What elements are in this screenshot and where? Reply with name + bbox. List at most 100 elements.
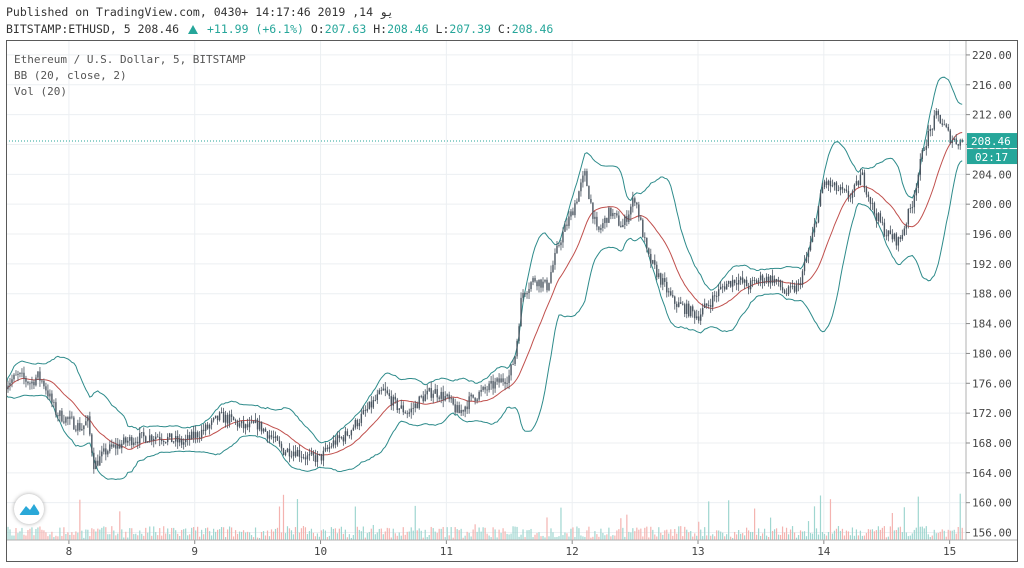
candle-body <box>81 429 83 431</box>
volume-bar <box>809 533 812 540</box>
volume-bar <box>588 526 590 540</box>
volume-bar <box>390 537 392 540</box>
candle-body <box>129 437 131 441</box>
y-tick-label: 216.00 <box>972 79 1012 92</box>
x-axis[interactable]: 8 9 10 11 12 13 14 15 <box>6 539 1018 558</box>
candle-body <box>326 447 329 450</box>
volume-bar <box>678 526 680 540</box>
volume-bar <box>931 535 933 540</box>
candle-body <box>23 372 25 379</box>
volume-bar <box>304 527 307 540</box>
volume-bar <box>175 530 177 540</box>
candle-body <box>763 281 766 284</box>
volume-bar <box>242 530 245 540</box>
tradingview-logo-icon[interactable] <box>14 494 44 524</box>
volume-bar <box>392 528 394 540</box>
candle-body <box>873 202 876 214</box>
low-value: 207.39 <box>449 22 491 36</box>
volume-bar <box>530 528 532 540</box>
price-chart[interactable]: 156.00 160.00 164.00 168.00 172.00 176.00 180.… <box>6 40 1018 562</box>
volume-bar <box>891 512 893 540</box>
volume-bar <box>935 533 937 540</box>
volume-bar <box>300 528 303 540</box>
open-label: O: <box>310 22 325 36</box>
candle-body <box>959 139 961 146</box>
volume-bar <box>203 534 205 540</box>
candle-body <box>889 230 892 235</box>
candle-body <box>592 202 594 219</box>
candle-body <box>610 207 612 217</box>
volume-bar <box>865 532 868 540</box>
candle-body <box>180 438 183 445</box>
candle-body <box>652 260 654 264</box>
y-axis[interactable]: 156.00 160.00 164.00 168.00 172.00 176.00 180.… <box>965 40 1012 540</box>
candle-body <box>943 124 945 126</box>
candle-body <box>584 171 586 176</box>
candle-body <box>141 432 143 434</box>
legend-bollinger[interactable]: BB (20, close, 2) <box>14 69 127 82</box>
volume-bar <box>841 528 844 540</box>
volume-bar <box>568 536 570 540</box>
candle-body <box>494 381 496 389</box>
candle-body <box>604 217 606 224</box>
volume-bar <box>907 536 909 540</box>
volume-bar <box>817 534 820 540</box>
candle-body <box>618 215 620 226</box>
candle-body <box>819 193 822 206</box>
volume-bar <box>13 535 15 540</box>
candle-body <box>85 421 87 426</box>
volume-bar <box>540 536 542 540</box>
candle-body <box>961 139 963 142</box>
volume-bar <box>121 529 123 540</box>
candle-body <box>849 197 852 199</box>
y-tick-label: 212.00 <box>972 109 1012 122</box>
candle-body <box>280 443 283 449</box>
volume-bar <box>139 530 141 540</box>
volume-bar <box>448 535 450 540</box>
candle-body <box>745 279 748 287</box>
volume-bar <box>680 526 682 540</box>
volume-bar <box>472 529 474 540</box>
candle-body <box>917 174 920 188</box>
candle-body <box>704 303 706 309</box>
candle-body <box>861 172 864 175</box>
candle-body <box>87 416 89 422</box>
volume-bar <box>151 535 153 540</box>
volume-bar <box>502 528 504 540</box>
candle-body <box>893 233 896 240</box>
volume-bar <box>536 533 538 540</box>
y-tick-label: 160.00 <box>972 497 1012 510</box>
legend-volume[interactable]: Vol (20) <box>14 85 67 98</box>
volume-bar <box>99 529 101 540</box>
volume-bar <box>342 533 344 540</box>
candle-body <box>656 264 658 278</box>
volume-bar <box>382 534 384 540</box>
volume-bar <box>207 527 209 540</box>
volume-bar <box>566 533 568 540</box>
volume-bar <box>805 536 808 540</box>
candle-body <box>69 416 71 419</box>
candle-body <box>903 228 906 235</box>
candle-body <box>105 448 107 455</box>
volume-bar <box>624 536 626 540</box>
volume-bar <box>628 531 630 540</box>
volume-bar <box>644 527 646 540</box>
volume-bar <box>426 537 428 540</box>
volume-bar <box>803 531 806 540</box>
candle-body <box>877 213 880 222</box>
candle-body <box>761 275 764 284</box>
candle-body <box>192 431 195 439</box>
candle-body <box>899 237 902 239</box>
y-tick-label: 184.00 <box>972 318 1012 331</box>
volume-bar <box>252 537 255 540</box>
candle-body <box>304 457 307 460</box>
candle-body <box>506 382 508 384</box>
candle-body <box>51 393 53 403</box>
candle-body <box>222 412 225 423</box>
candle-body <box>268 435 271 439</box>
candle-body <box>121 443 123 449</box>
candle-body <box>572 211 574 216</box>
candle-body <box>933 115 935 130</box>
candle-body <box>666 281 668 293</box>
candle-body <box>168 433 171 437</box>
